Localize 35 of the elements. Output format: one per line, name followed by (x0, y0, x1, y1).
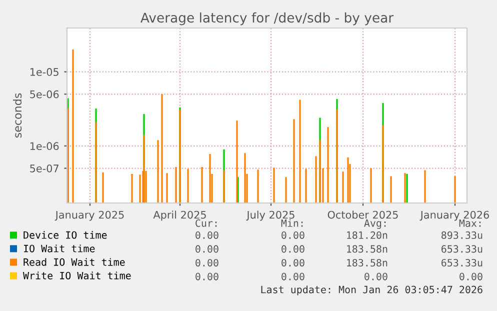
text: Cur: (196, 219, 217, 227)
text: 653.33u (442, 258, 482, 267)
text: Min: (281, 219, 303, 227)
text: Last update: Mon Jan 26 03:05:47 2026 (261, 286, 482, 296)
text: 0.00 (460, 272, 482, 280)
legend-label: Write IO Wait time (23, 272, 131, 280)
legend-label: IO Wait time (24, 244, 95, 252)
text: Max: (459, 219, 481, 227)
text: 893.33u (441, 231, 482, 239)
x-tick-label: October 2025 (328, 210, 398, 219)
text: 0.00 (282, 245, 304, 253)
y-tick-label: 5e-07 (30, 164, 58, 172)
y-tick-label: 5e-06 (30, 90, 59, 98)
text: 653.33u (442, 245, 482, 253)
text: 0.00 (282, 272, 304, 280)
text: 183.58n (347, 245, 388, 253)
text: 0.00 (196, 231, 218, 239)
text: 0.00 (196, 258, 218, 267)
text: 181.20n (347, 231, 388, 239)
chart-title: Average latency for /dev/sdb - by year (140, 12, 394, 26)
x-tick-label: April 2025 (153, 210, 206, 221)
y-tick-label: 1e-06 (30, 142, 59, 150)
text: 0.00 (282, 231, 304, 239)
y-tick-label: 1e-05 (30, 68, 58, 76)
text: 0.00 (196, 272, 218, 280)
legend-label: Read IO Wait time (24, 258, 125, 266)
x-tick-label: January 2026 (420, 210, 489, 221)
text: 183.58n (347, 258, 388, 267)
text: Avg: (364, 219, 386, 229)
legend-label: Device IO time (24, 231, 107, 239)
text: 0.00 (364, 272, 388, 280)
text: 0.00 (282, 258, 304, 267)
x-tick-label: January 2025 (54, 210, 124, 221)
y-axis-title: seconds (13, 93, 22, 138)
text: 0.00 (196, 245, 218, 253)
